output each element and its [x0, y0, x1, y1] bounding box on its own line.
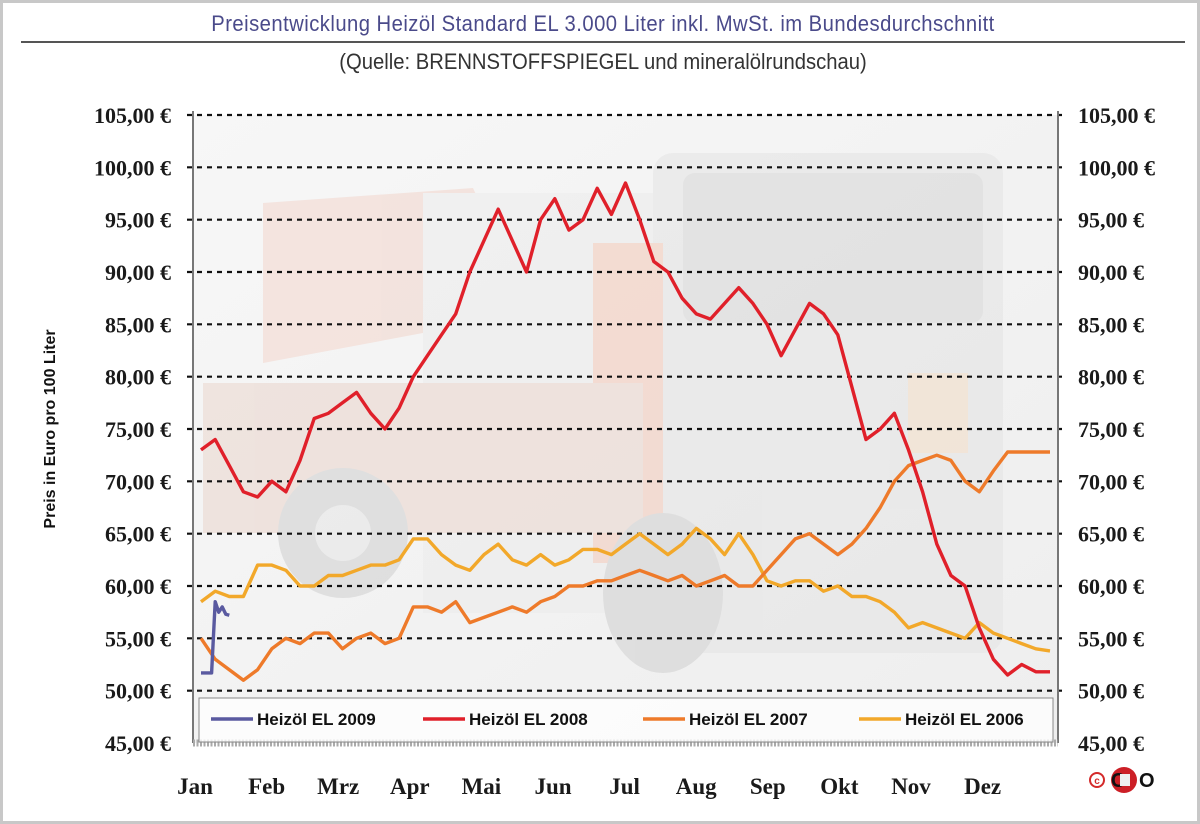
- y-tick-label: 65,00 €: [105, 522, 171, 547]
- x-tick-label: Apr: [390, 774, 430, 799]
- x-tick-label: Mrz: [317, 774, 359, 799]
- x-tick-label: Jul: [609, 774, 640, 799]
- y-tick-label: 75,00 €: [105, 417, 171, 442]
- y-tick-label: 90,00 €: [1078, 260, 1144, 285]
- plot-background: [193, 115, 1058, 743]
- y-tick-label: 65,00 €: [1078, 522, 1144, 547]
- x-tick-label: Mai: [462, 774, 502, 799]
- x-tick-label: Sep: [750, 774, 786, 799]
- y-tick-label: 95,00 €: [1078, 208, 1144, 233]
- legend-label: Heizöl EL 2006: [905, 710, 1024, 729]
- legend-label: Heizöl EL 2007: [689, 710, 808, 729]
- y-axis-title: Preis in Euro pro 100 Liter: [42, 329, 59, 528]
- legend: Heizöl EL 2009 Heizöl EL 2008 Heizöl EL 20…: [198, 697, 1054, 743]
- x-tick-label: Jan: [177, 774, 213, 799]
- series-line-2007: [199, 450, 1050, 682]
- line-chart: 45,00 € 50,00 € 55,00 € 60,00 € 65,00 € 70,00…: [42, 103, 1155, 799]
- x-tick-label: Dez: [964, 774, 1001, 799]
- x-tick-label: Okt: [820, 774, 859, 799]
- y-tick-label: 50,00 €: [105, 679, 171, 704]
- y-tick-label: 70,00 €: [105, 469, 171, 494]
- data-series: [199, 181, 1051, 682]
- chart-title: Preisentwicklung Heizöl Standard EL 3.00…: [211, 11, 995, 36]
- y-axis-right-labels: 45,00 € 50,00 € 55,00 € 60,00 € 65,00 € 70,00…: [1078, 103, 1155, 756]
- y-tick-label: 100,00 €: [94, 155, 171, 180]
- y-axis-left-labels: 45,00 € 50,00 € 55,00 € 60,00 € 65,00 € 70,00…: [94, 103, 171, 756]
- svg-text:c: c: [1094, 776, 1100, 787]
- y-tick-label: 80,00 €: [105, 365, 171, 390]
- y-tick-label: 105,00 €: [1078, 103, 1155, 128]
- y-tick-label: 45,00 €: [1078, 731, 1144, 756]
- y-tick-label: 105,00 €: [94, 103, 171, 128]
- x-tick-label: Feb: [248, 774, 285, 799]
- y-tick-label: 100,00 €: [1078, 155, 1155, 180]
- series-line-2006: [199, 526, 1051, 653]
- y-tick-label: 80,00 €: [1078, 365, 1144, 390]
- y-tick-label: 55,00 €: [105, 626, 171, 651]
- y-tick-label: 85,00 €: [1078, 312, 1144, 337]
- y-tick-label: 60,00 €: [1078, 574, 1144, 599]
- x-tick-label: Jun: [534, 774, 571, 799]
- y-tick-label: 60,00 €: [105, 574, 171, 599]
- svg-text:O: O: [1139, 770, 1155, 792]
- axes: [192, 111, 1059, 747]
- y-tick-label: 90,00 €: [105, 260, 171, 285]
- y-tick-label: 50,00 €: [1078, 679, 1144, 704]
- y-tick-label: 95,00 €: [105, 208, 171, 233]
- series-line-2008: [199, 181, 1050, 677]
- x-axis-month-labels: Jan Feb Mrz Apr Mai Jun Jul Aug Sep Okt Nov Dez: [177, 774, 1001, 799]
- y-tick-label: 55,00 €: [1078, 626, 1144, 651]
- y-tick-label: 75,00 €: [1078, 417, 1144, 442]
- y-tick-label: 70,00 €: [1078, 469, 1144, 494]
- ceto-logo-icon: c C O: [1089, 767, 1155, 793]
- x-tick-label: Nov: [891, 774, 931, 799]
- y-tick-label: 85,00 €: [105, 312, 171, 337]
- x-tick-label: Aug: [676, 774, 717, 799]
- legend-label: Heizöl EL 2009: [257, 710, 376, 729]
- y-tick-label: 45,00 €: [105, 731, 171, 756]
- title-underline: [21, 41, 1185, 43]
- legend-label: Heizöl EL 2008: [469, 710, 588, 729]
- ceto-logo: c C O: [1089, 767, 1163, 793]
- chart-subtitle: (Quelle: BRENNSTOFFSPIEGEL und mineralöl…: [339, 49, 867, 74]
- series-line-2009: [201, 600, 230, 675]
